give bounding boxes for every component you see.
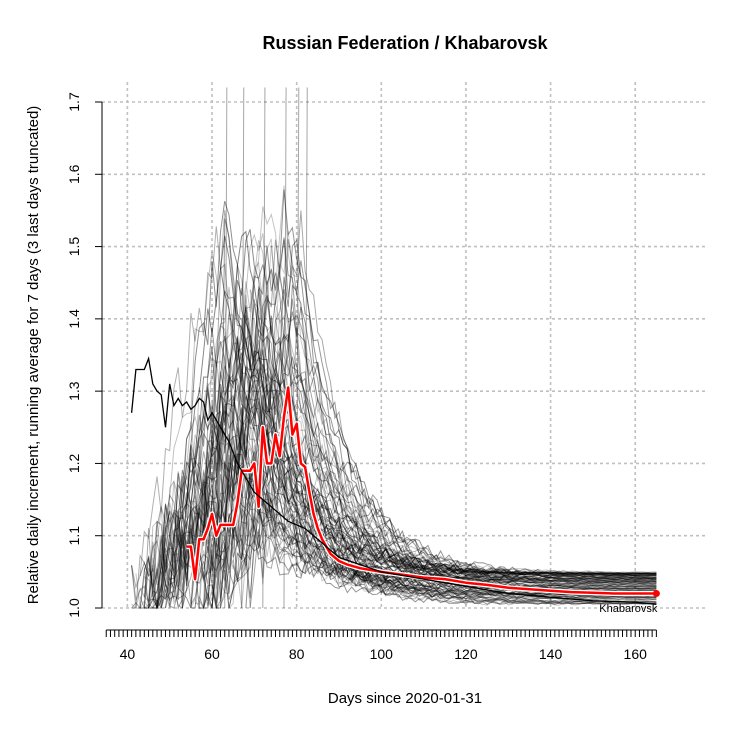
- background-series-line: [203, 209, 657, 609]
- background-series-line: [131, 422, 657, 609]
- background-spike: [224, 87, 228, 609]
- background-series-line: [249, 289, 657, 578]
- background-series-line: [143, 356, 657, 610]
- background-series-line: [177, 260, 657, 609]
- y-tick-label: 1.3: [66, 381, 82, 401]
- background-series-line: [148, 418, 657, 609]
- background-series-line: [152, 189, 657, 609]
- y-tick-label: 1.7: [66, 92, 82, 112]
- background-series-line: [165, 335, 657, 609]
- background-spike: [241, 87, 245, 609]
- axes: 1.0 1.1 1.2 1.3 1.4 1.5 1.6 1.7 40 60 80 100 120 140 1…: [66, 92, 657, 662]
- background-series-line: [224, 238, 657, 589]
- background-series-line: [152, 461, 657, 609]
- background-series-line: [156, 200, 657, 609]
- dark-series-line: [130, 356, 657, 606]
- y-tick-label: 1.6: [66, 164, 82, 184]
- background-series-line: [148, 264, 657, 609]
- background-series-line: [203, 467, 657, 609]
- background-series-line: [236, 364, 657, 591]
- y-tick-label: 1.0: [66, 598, 82, 618]
- chart-title: Russian Federation / Khabarovsk: [262, 33, 548, 53]
- background-series-line: [198, 306, 657, 610]
- background-series-line: [216, 452, 657, 609]
- background-series-line: [253, 320, 657, 580]
- x-tick-label: 80: [289, 646, 305, 662]
- background-series-line: [241, 423, 657, 575]
- background-series-line: [139, 245, 657, 589]
- background-series-line: [228, 454, 657, 609]
- background-series-line: [245, 239, 657, 609]
- background-series-line: [169, 453, 657, 609]
- background-series-line: [232, 239, 657, 584]
- background-series-line: [169, 305, 657, 597]
- background-spike: [262, 87, 266, 609]
- background-series-line: [194, 359, 657, 609]
- x-tick-label: 120: [454, 646, 478, 662]
- background-series-line: [211, 239, 657, 609]
- background-series-line: [143, 251, 657, 609]
- background-series-line: [241, 479, 657, 575]
- background-series-line: [254, 380, 657, 577]
- background-series-line: [135, 313, 657, 610]
- background-series-line: [144, 229, 657, 609]
- highlight-label: Khabarovsk: [599, 603, 658, 615]
- background-series-line: [131, 210, 657, 609]
- background-series-line: [194, 233, 657, 605]
- background-series-line: [211, 442, 657, 610]
- background-series-line: [169, 424, 657, 606]
- background-series-line: [148, 240, 657, 609]
- x-tick-label: 100: [370, 646, 394, 662]
- background-series-line: [140, 206, 657, 609]
- series-layer: Khabarovsk: [130, 356, 660, 615]
- background-series-line: [165, 235, 657, 609]
- background-series-line: [143, 474, 657, 609]
- background-series-line: [241, 356, 657, 599]
- background-series-line: [169, 237, 657, 600]
- background-spike: [296, 87, 300, 572]
- background-series-line: [198, 500, 657, 609]
- x-axis-label: Days since 2020-01-31: [328, 690, 482, 707]
- background-series-line: [249, 388, 657, 599]
- background-series-line: [207, 488, 657, 610]
- y-tick-label: 1.2: [66, 453, 82, 473]
- highlight-endpoint: [652, 590, 660, 598]
- background-series-line: [190, 289, 657, 609]
- background-series-line: [237, 461, 657, 605]
- x-tick-label: 160: [624, 646, 648, 662]
- background-series-line: [203, 230, 657, 608]
- background-series-line: [160, 406, 657, 610]
- x-tick-label: 140: [539, 646, 563, 662]
- background-series-line: [152, 281, 657, 609]
- highlight-series-line: [186, 386, 657, 595]
- background-series-line: [249, 402, 657, 609]
- background-series-line: [160, 289, 657, 609]
- y-axis-label: Relative daily increment, running averag…: [25, 106, 42, 605]
- background-spike: [283, 87, 287, 609]
- background-series-line: [152, 298, 657, 609]
- y-tick-label: 1.1: [66, 526, 82, 546]
- background-series: [131, 87, 657, 610]
- background-series-line: [224, 388, 657, 609]
- x-tick-label: 60: [204, 646, 220, 662]
- background-series-line: [190, 315, 657, 609]
- background-series-line: [148, 287, 657, 604]
- background-spike: [304, 87, 308, 572]
- y-tick-label: 1.5: [66, 237, 82, 257]
- grid: [102, 82, 708, 609]
- y-tick-label: 1.4: [66, 309, 82, 329]
- background-series-line: [131, 326, 657, 609]
- x-tick-label: 40: [120, 646, 136, 662]
